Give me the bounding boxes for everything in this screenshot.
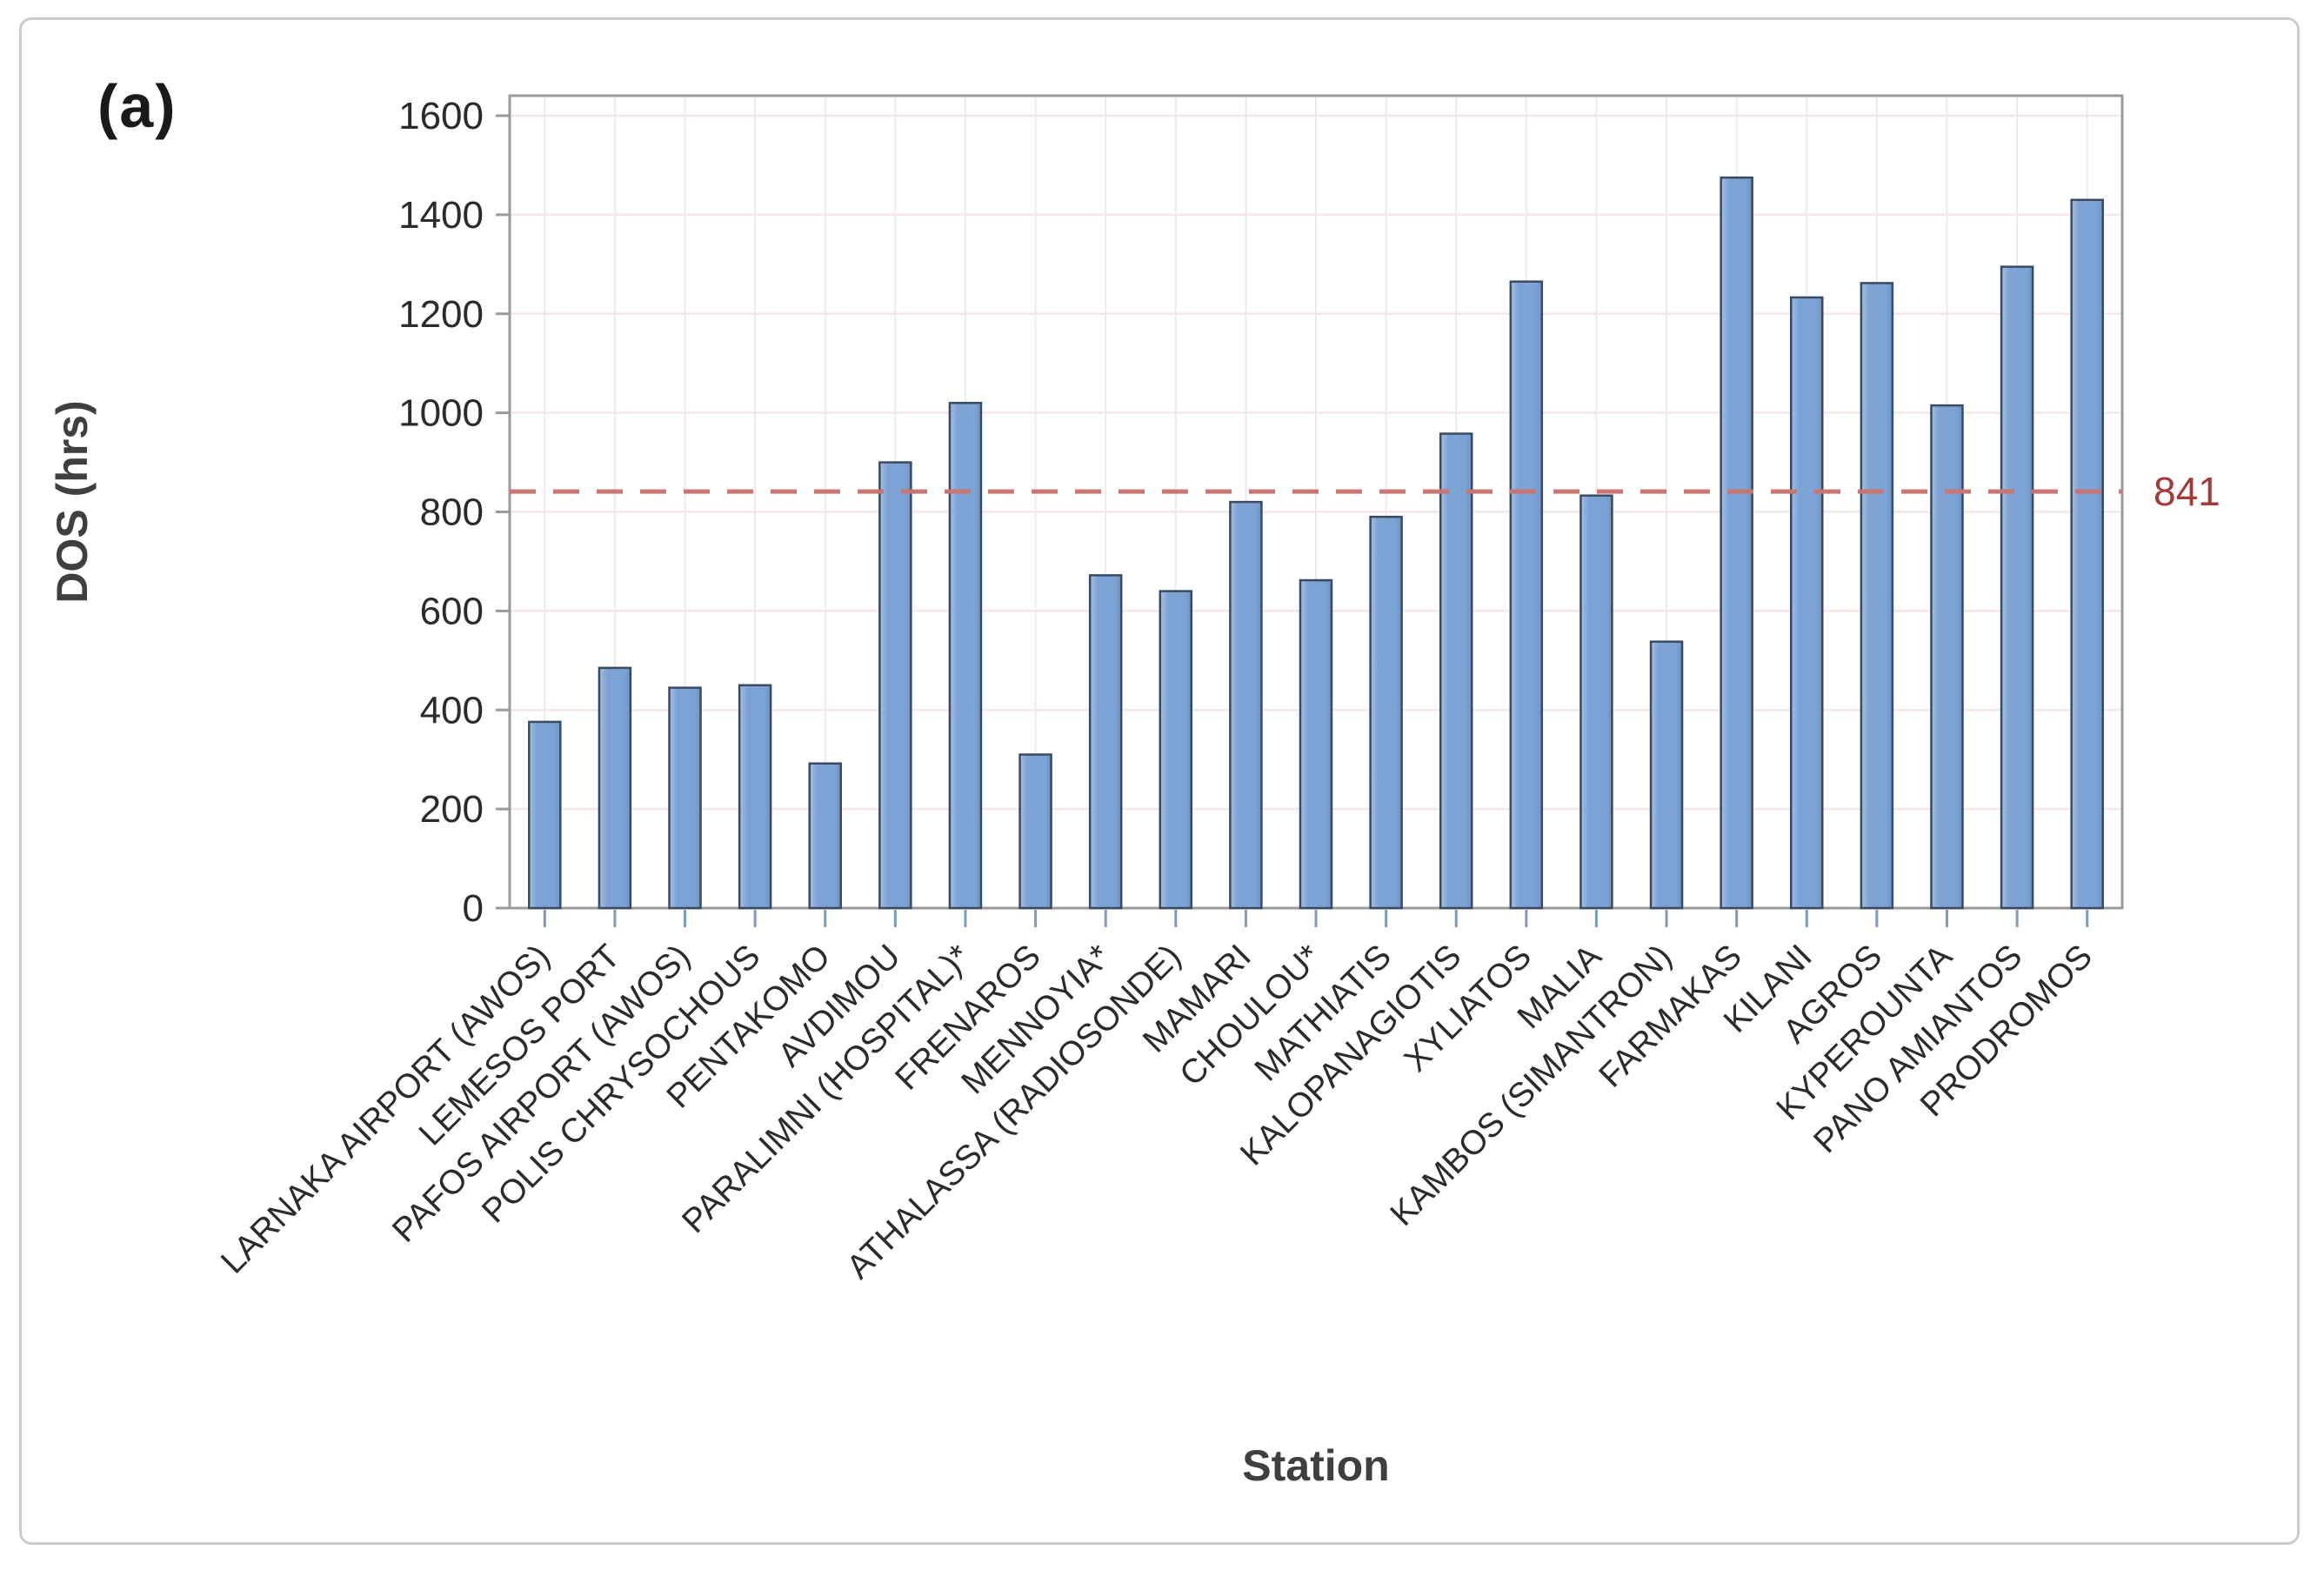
bar bbox=[1649, 640, 1684, 910]
bar bbox=[738, 684, 772, 910]
bar bbox=[1930, 404, 1964, 910]
bar bbox=[668, 686, 702, 910]
bar bbox=[1509, 280, 1544, 910]
y-axis-title: DOS (hrs) bbox=[48, 400, 97, 603]
y-tick-label: 200 bbox=[420, 788, 484, 831]
y-tick-label: 800 bbox=[420, 491, 484, 534]
bar bbox=[2000, 265, 2034, 910]
x-axis-title: Station bbox=[1242, 1441, 1389, 1490]
bar bbox=[1790, 296, 1824, 910]
bar bbox=[948, 401, 983, 910]
bar bbox=[1299, 578, 1333, 910]
x-tick-label: PAFOS AIRPORT (AWOS) bbox=[385, 938, 698, 1250]
y-tick-label: 1000 bbox=[398, 392, 484, 435]
y-tick-label: 1200 bbox=[398, 293, 484, 336]
bar bbox=[878, 461, 912, 910]
reference-line-label: 841 bbox=[2154, 469, 2220, 514]
y-tick-label: 0 bbox=[463, 887, 484, 930]
bar bbox=[1860, 282, 1894, 910]
bar bbox=[1579, 494, 1613, 910]
bar bbox=[528, 720, 562, 910]
bar bbox=[598, 666, 632, 910]
y-tick-label: 1600 bbox=[398, 95, 484, 137]
bar bbox=[808, 762, 842, 910]
y-tick-label: 600 bbox=[420, 590, 484, 632]
bar bbox=[1439, 432, 1473, 910]
bar bbox=[2070, 198, 2104, 910]
figure-label: (a) bbox=[97, 72, 177, 140]
bar bbox=[1369, 515, 1403, 910]
y-tick-label: 400 bbox=[420, 689, 484, 732]
bar bbox=[1159, 590, 1193, 910]
bar bbox=[1229, 500, 1263, 910]
bar bbox=[1720, 176, 1753, 910]
y-tick-label: 1400 bbox=[398, 194, 484, 237]
bar bbox=[1018, 753, 1052, 910]
bar bbox=[1088, 574, 1123, 910]
